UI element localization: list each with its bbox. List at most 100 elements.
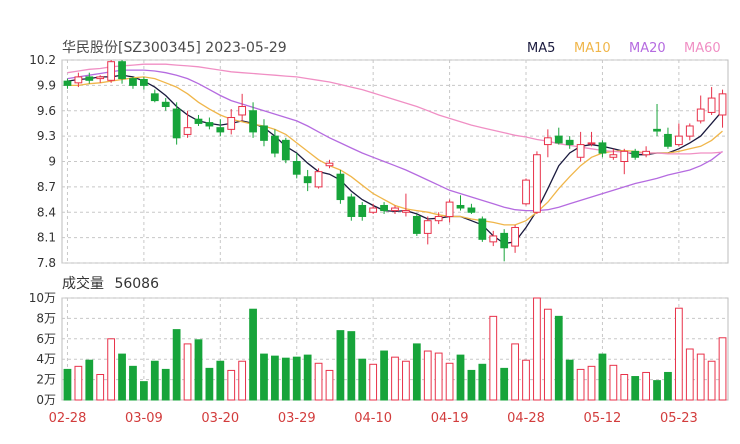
candle-body	[609, 154, 618, 158]
candle-body	[74, 76, 83, 84]
candle	[445, 199, 454, 223]
candle-body	[172, 108, 181, 139]
volume-bar	[554, 315, 563, 401]
kline-y-tick: 9	[48, 155, 56, 169]
candle-body	[402, 210, 410, 213]
volume-y-axis: 10万 8万 6万 4万 2万 0万	[29, 291, 56, 407]
date-tick: 03-29	[278, 411, 316, 426]
candle-body	[85, 76, 94, 81]
volume-bar	[522, 359, 530, 401]
candle-body	[118, 61, 126, 80]
candle	[281, 137, 290, 164]
candle	[434, 212, 443, 225]
volume-bar	[402, 360, 410, 401]
candle	[576, 131, 585, 162]
candle	[129, 76, 137, 89]
candle	[631, 148, 640, 160]
candle-body	[96, 76, 105, 80]
candle	[227, 109, 236, 135]
volume-bar	[543, 308, 552, 401]
candle	[554, 127, 563, 145]
volume-bar	[565, 359, 574, 401]
volume-bar	[445, 362, 454, 401]
volume-bar	[685, 348, 694, 401]
volume-bar	[314, 362, 323, 401]
candle	[598, 140, 607, 158]
candle-body	[63, 80, 72, 86]
candle-body	[620, 150, 629, 163]
volume-bar	[85, 359, 94, 401]
candle	[292, 153, 301, 179]
candle-body	[260, 125, 268, 141]
candle-body	[554, 135, 563, 144]
candle	[238, 93, 247, 121]
candle-body	[423, 220, 432, 234]
candle-body	[336, 173, 345, 201]
candle-body	[107, 61, 116, 81]
candle	[674, 123, 683, 147]
candle	[685, 123, 694, 141]
candle-body	[292, 161, 301, 175]
candle-body	[194, 118, 203, 124]
volume-bar	[576, 368, 585, 401]
volume-bar	[609, 364, 618, 401]
candle	[140, 76, 148, 90]
volume-bar	[347, 331, 356, 401]
volume-bar	[74, 365, 83, 401]
candle	[565, 136, 574, 149]
volume-bar	[107, 338, 116, 401]
kline-y-tick: 9.3	[37, 129, 56, 143]
volume-bar	[369, 363, 378, 401]
volume-bar	[216, 360, 225, 401]
volume-bar	[63, 368, 72, 401]
kline-y-tick: 8.1	[37, 231, 56, 245]
volume-y-tick: 8万	[36, 311, 56, 325]
volume-value: 56086	[114, 276, 159, 292]
candle-body	[707, 97, 716, 113]
kline-y-tick: 7.8	[37, 256, 56, 270]
candle-body	[314, 171, 323, 188]
volume-bar	[467, 369, 476, 401]
candle-body	[325, 162, 334, 167]
date-tick: 02-28	[49, 411, 87, 426]
candle-body	[489, 235, 498, 243]
candle	[303, 169, 312, 192]
candle	[260, 119, 268, 147]
volume-bar	[336, 330, 345, 401]
candle-body	[369, 207, 378, 213]
candlesticks	[63, 60, 727, 262]
date-tick: 03-20	[201, 411, 239, 426]
candle-body	[587, 142, 596, 145]
candle-body	[576, 144, 585, 158]
volume-bar	[205, 367, 214, 401]
candle	[620, 148, 629, 175]
kline-y-tick: 9.6	[37, 104, 56, 118]
candle-body	[456, 204, 465, 209]
volume-bar	[281, 357, 290, 401]
candle	[511, 224, 519, 253]
candle	[216, 119, 225, 137]
volume-bar	[391, 356, 399, 401]
candle	[107, 60, 116, 83]
candle	[271, 129, 279, 158]
candle-body	[238, 106, 247, 116]
volume-y-tick: 6万	[36, 332, 56, 346]
volume-bar	[478, 363, 487, 401]
volume-bar	[500, 367, 509, 401]
volume-bar	[664, 371, 672, 401]
candle	[587, 131, 596, 147]
volume-bar	[183, 343, 192, 401]
candle-body	[358, 204, 367, 217]
volume-label: 成交量 56086	[62, 275, 159, 292]
candle	[718, 89, 727, 128]
volume-bar	[194, 339, 203, 401]
volume-bar	[707, 360, 716, 401]
candle	[183, 110, 192, 138]
date-tick: 03-09	[125, 411, 163, 426]
volume-bar	[150, 360, 159, 401]
volume-bar	[238, 360, 247, 401]
volume-bar	[292, 356, 301, 401]
candle-body	[281, 139, 290, 161]
candle	[456, 195, 465, 211]
